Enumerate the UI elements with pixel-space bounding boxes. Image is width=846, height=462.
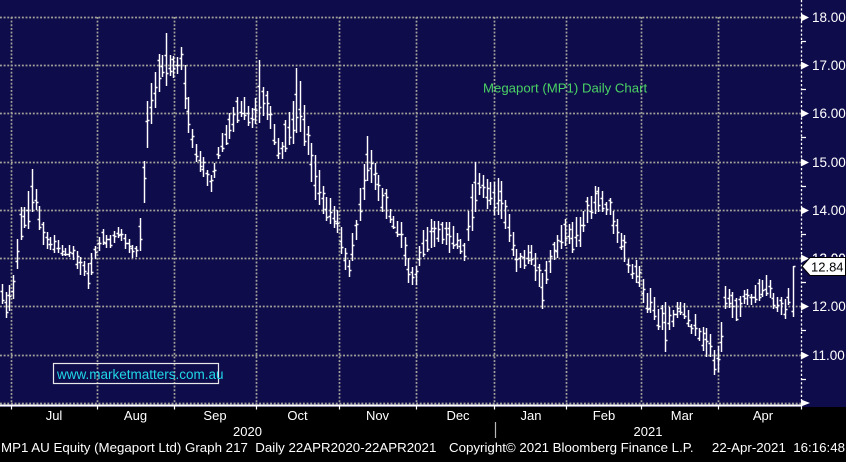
svg-text:16.00: 16.00: [812, 106, 846, 121]
svg-text:2021: 2021: [634, 424, 663, 439]
svg-text:2020: 2020: [233, 424, 262, 439]
svg-text:15.00: 15.00: [812, 155, 846, 170]
svg-text:11.00: 11.00: [812, 348, 845, 363]
svg-text:Nov: Nov: [366, 408, 390, 423]
svg-text:Dec: Dec: [446, 408, 470, 423]
svg-text:Apr: Apr: [753, 408, 774, 423]
svg-text:12.84: 12.84: [811, 260, 844, 275]
svg-text:Mar: Mar: [671, 408, 694, 423]
svg-text:22-Apr-2021 16:16:48: 22-Apr-2021 16:16:48: [712, 440, 845, 455]
svg-text:12.00: 12.00: [812, 299, 846, 314]
svg-text:Aug: Aug: [124, 408, 147, 423]
svg-text:Jan: Jan: [521, 408, 542, 423]
svg-text:MP1 AU Equity (Megaport Ltd) G: MP1 AU Equity (Megaport Ltd) Graph 217 D…: [1, 440, 436, 455]
svg-text:Sep: Sep: [203, 408, 226, 423]
svg-text:www.marketmatters.com.au: www.marketmatters.com.au: [56, 367, 224, 382]
svg-text:Feb: Feb: [593, 408, 615, 423]
svg-text:Megaport (MP1) Daily Chart: Megaport (MP1) Daily Chart: [483, 81, 647, 96]
svg-text:Oct: Oct: [287, 408, 308, 423]
svg-text:14.00: 14.00: [812, 203, 846, 218]
svg-text:Jul: Jul: [46, 408, 63, 423]
svg-text:Copyright© 2021 Bloomberg Fina: Copyright© 2021 Bloomberg Finance L.P.: [449, 440, 694, 455]
svg-text:18.00: 18.00: [812, 10, 846, 25]
svg-text:17.00: 17.00: [812, 58, 846, 73]
